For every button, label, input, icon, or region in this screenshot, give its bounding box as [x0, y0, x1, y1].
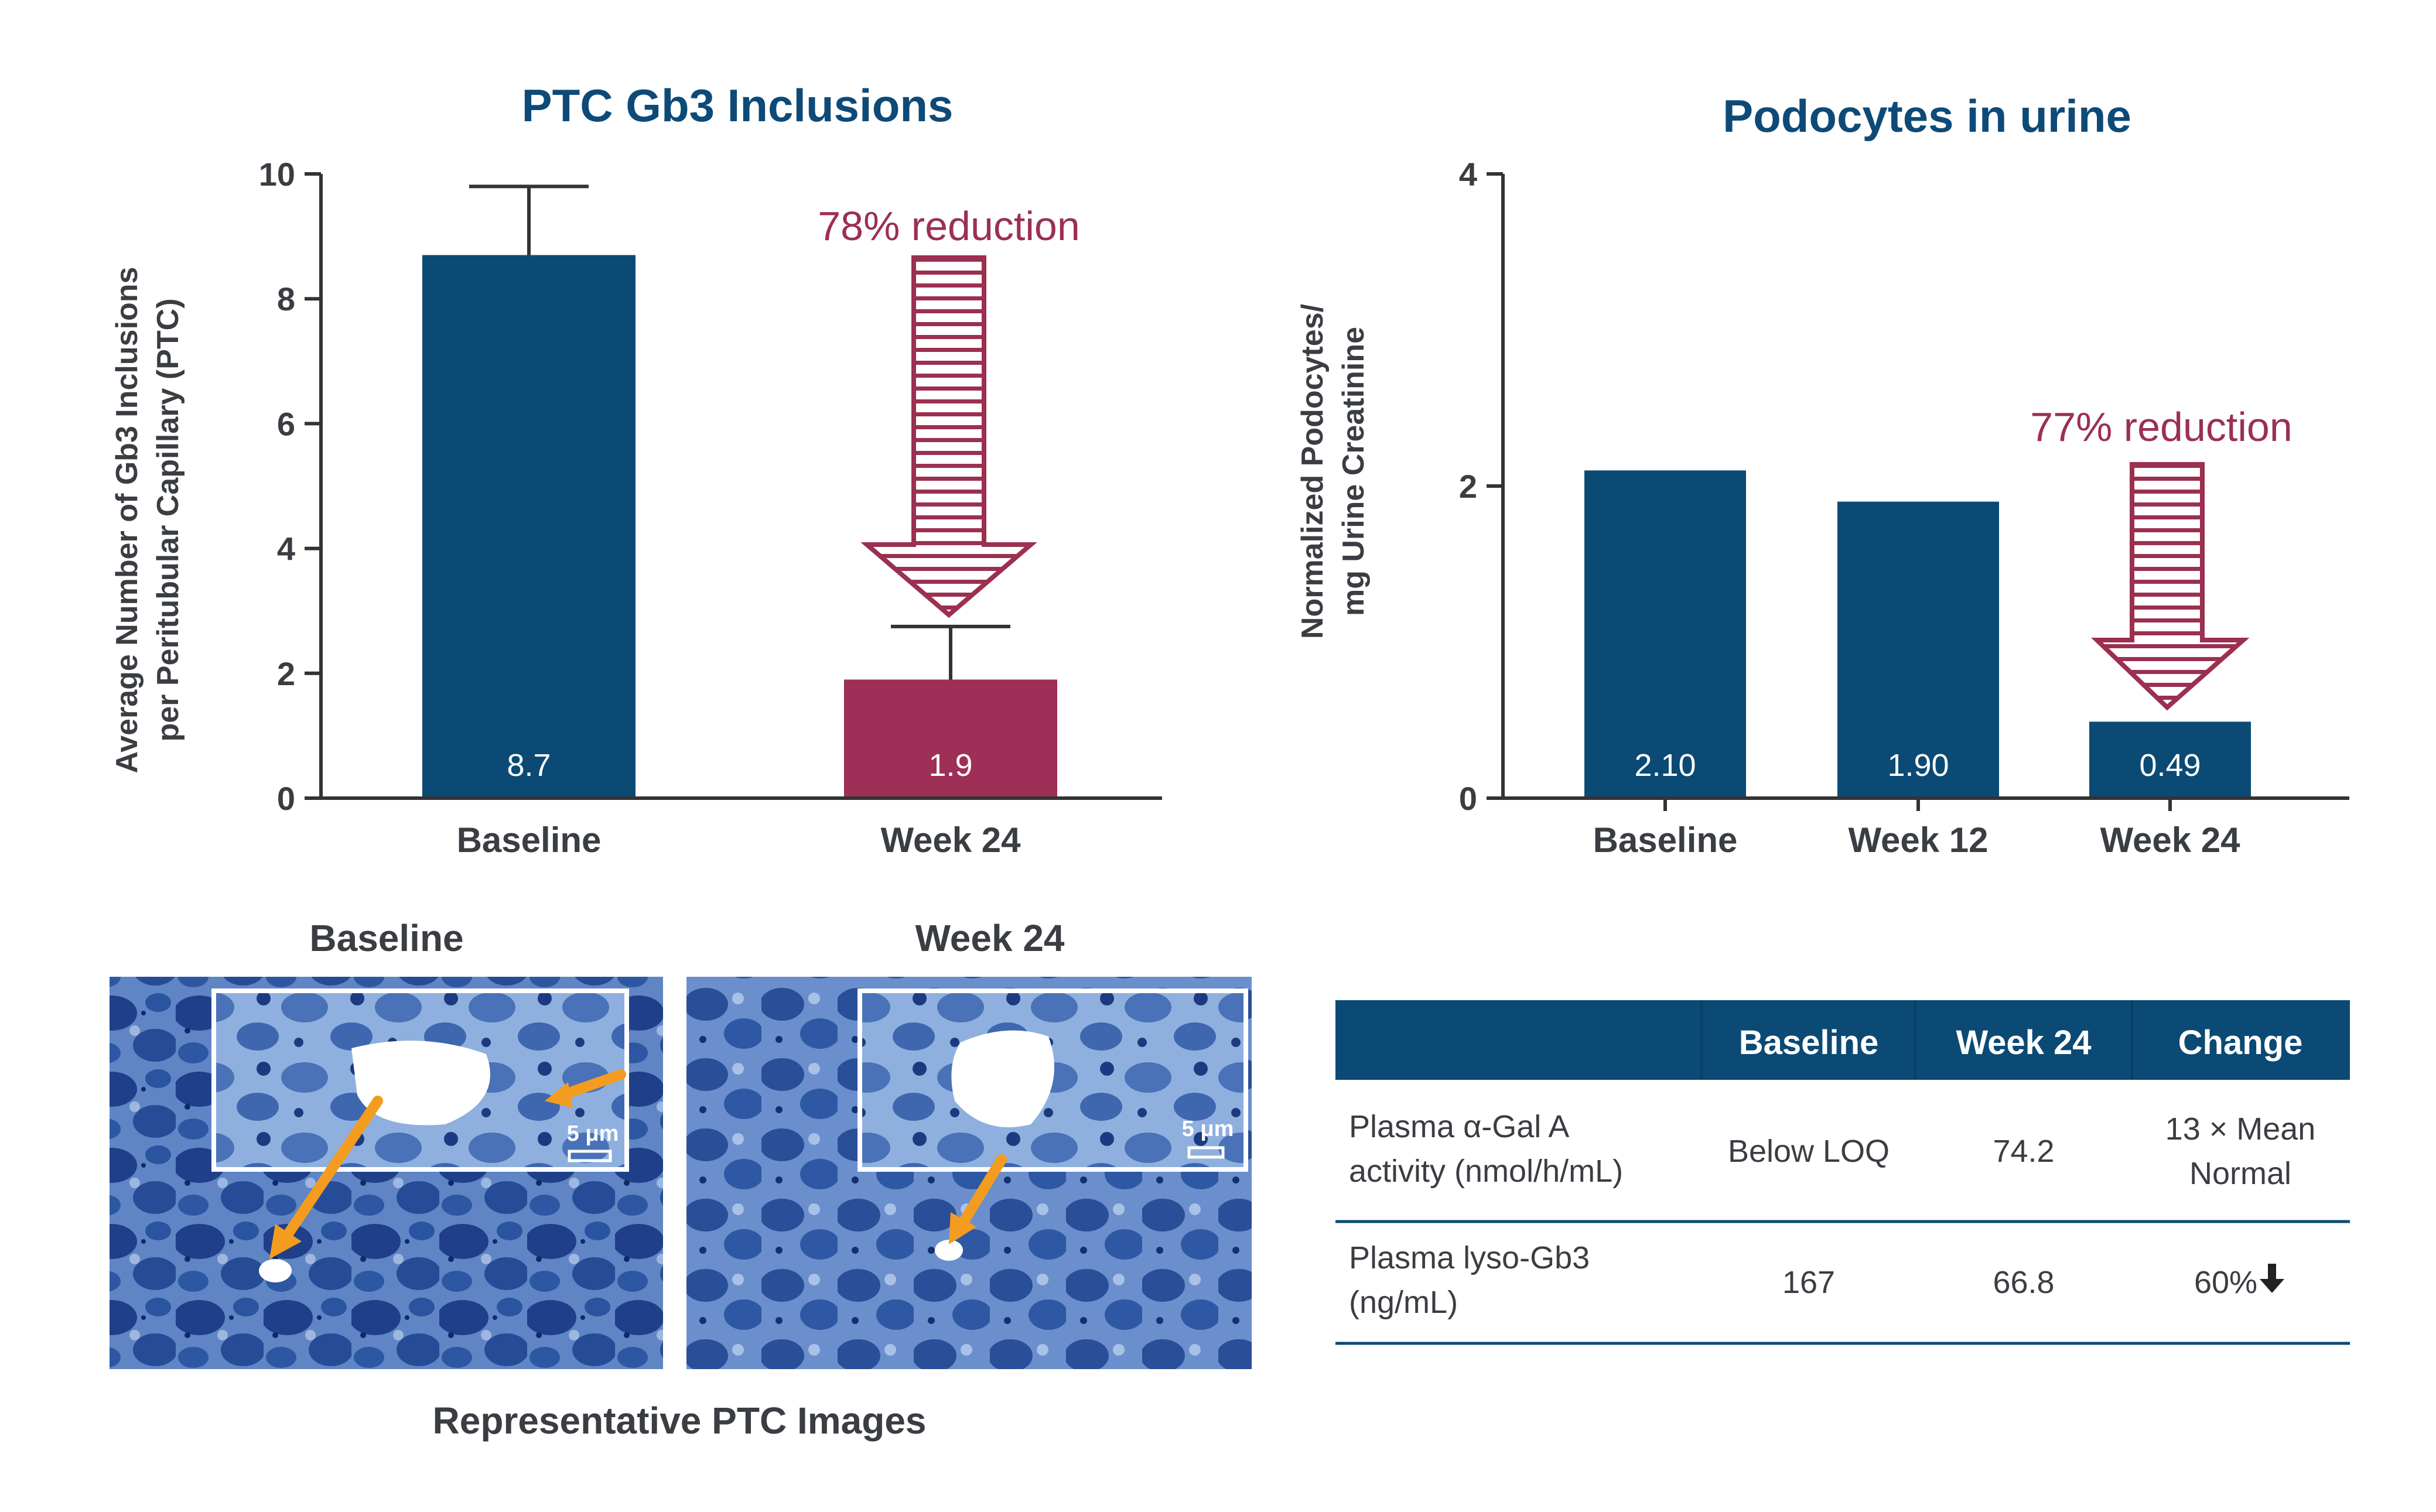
bar-baseline [1584, 470, 1746, 798]
bar-value-label: 1.90 [1887, 748, 1949, 783]
table-cell-change-line2: Normal [2189, 1156, 2291, 1191]
y-tick-label: 10 [259, 156, 295, 193]
table-cell-parameter-line1: Plasma lyso-Gb3 [1349, 1240, 1590, 1275]
table-cell-week24: 74.2 [1993, 1134, 2054, 1169]
table-cell-change-line1: 13 × Mean [2165, 1111, 2316, 1147]
reduction-annotation: 78% reduction [818, 203, 1080, 249]
capillary-pointer-arrow-icon [282, 1096, 383, 1241]
bar-week-12 [1837, 501, 1999, 798]
y-axis-title-line2: per Peritubular Capillary (PTC) [151, 298, 185, 741]
y-tick-label: 0 [1459, 780, 1477, 817]
table-cell-week24: 66.8 [1993, 1265, 2054, 1300]
baseline-image-label: Baseline [309, 917, 463, 959]
x-tick-label: Week 24 [880, 820, 1021, 860]
capillary-pointer-arrow-icon [955, 1154, 1007, 1232]
y-tick-label: 2 [1459, 468, 1477, 505]
y-axis-title-line1: Normalized Podocytes/ [1296, 304, 1330, 639]
y-axis-title: Average Number of Gb3 Inclusions per Per… [110, 267, 185, 774]
bar-week-24 [844, 679, 1057, 798]
table-row: Plasma α-Gal A activity (nmol/h/mL) Belo… [1349, 1109, 2315, 1191]
reduction-arrow-icon [2091, 462, 2250, 711]
x-tick-label: Baseline [1593, 820, 1738, 860]
down-arrow-icon [2260, 1264, 2284, 1293]
bar-value-label: 1.9 [928, 748, 972, 783]
table-header-cell: Baseline [1739, 1024, 1879, 1062]
reduction-annotation: 77% reduction [2030, 404, 2292, 450]
bar-value-label: 0.49 [2139, 748, 2201, 783]
scale-bar-label: 5 μm [1182, 1117, 1234, 1141]
table-cell-parameter-line1: Plasma α-Gal A [1349, 1109, 1569, 1144]
y-tick-label: 4 [1459, 156, 1477, 193]
podocytes-chart: Podocytes in urine Normalized Podocytes/… [1296, 90, 2349, 860]
table-cell-baseline: Below LOQ [1728, 1134, 1890, 1169]
table-cell-change: 60% [2194, 1265, 2257, 1300]
y-tick-label: 4 [277, 531, 295, 567]
capillary-pointer-arrow-icon [949, 1212, 976, 1244]
inclusion-pointer-arrow-icon [545, 1082, 573, 1108]
scale-bar [568, 1150, 612, 1162]
biomarker-table: Baseline Week 24 Change Plasma α-Gal A a… [1335, 1000, 2350, 1345]
table-header-cell: Week 24 [1956, 1024, 2091, 1062]
reduction-arrow-icon [860, 255, 1037, 618]
ptc-images: Baseline Week 24 5 μm 5 μm Represen [110, 917, 1252, 1442]
table-cell-baseline: 167 [1782, 1265, 1835, 1300]
week24-image-label: Week 24 [915, 917, 1065, 959]
table-header-row [1335, 1000, 2350, 1080]
table-cell-parameter-line2: activity (nmol/h/mL) [1349, 1154, 1623, 1189]
table-cell-parameter-line2: (ng/mL) [1349, 1285, 1458, 1320]
y-tick-label: 2 [277, 655, 295, 692]
x-tick-label: Week 12 [1848, 820, 1988, 860]
week24-micrograph: 5 μm [686, 977, 1252, 1369]
y-tick-label: 0 [277, 780, 295, 817]
x-tick-label: Baseline [457, 820, 602, 860]
bar-value-label: 2.10 [1634, 748, 1696, 783]
bar-value-label: 8.7 [507, 748, 551, 783]
y-axis-title: Normalized Podocytes/ mg Urine Creatinin… [1296, 304, 1371, 639]
baseline-micrograph: 5 μm [110, 977, 663, 1369]
scale-bar [1187, 1146, 1225, 1159]
y-axis-title-line1: Average Number of Gb3 Inclusions [110, 267, 144, 774]
bar-week-24 [2089, 721, 2251, 798]
y-tick-label: 8 [277, 280, 295, 317]
chart-title: Podocytes in urine [1723, 90, 2131, 142]
inclusion-pointer-arrow-icon [557, 1069, 626, 1100]
y-axis-title-line2: mg Urine Creatinine [1337, 327, 1371, 616]
capillary-pointer-arrow-icon [269, 1224, 302, 1259]
scale-bar-label: 5 μm [567, 1121, 619, 1146]
gb3-inclusions-chart: PTC Gb3 Inclusions Average Number of Gb3… [110, 80, 1162, 860]
x-tick-label: Week 24 [2100, 820, 2240, 860]
table-header-cell: Change [2178, 1024, 2303, 1062]
y-tick-label: 6 [277, 405, 295, 442]
images-caption: Representative PTC Images [433, 1400, 927, 1442]
table-row: Plasma lyso-Gb3 (ng/mL) 167 66.8 60% [1349, 1240, 2284, 1320]
chart-title: PTC Gb3 Inclusions [522, 80, 954, 131]
bar-baseline [422, 255, 636, 799]
